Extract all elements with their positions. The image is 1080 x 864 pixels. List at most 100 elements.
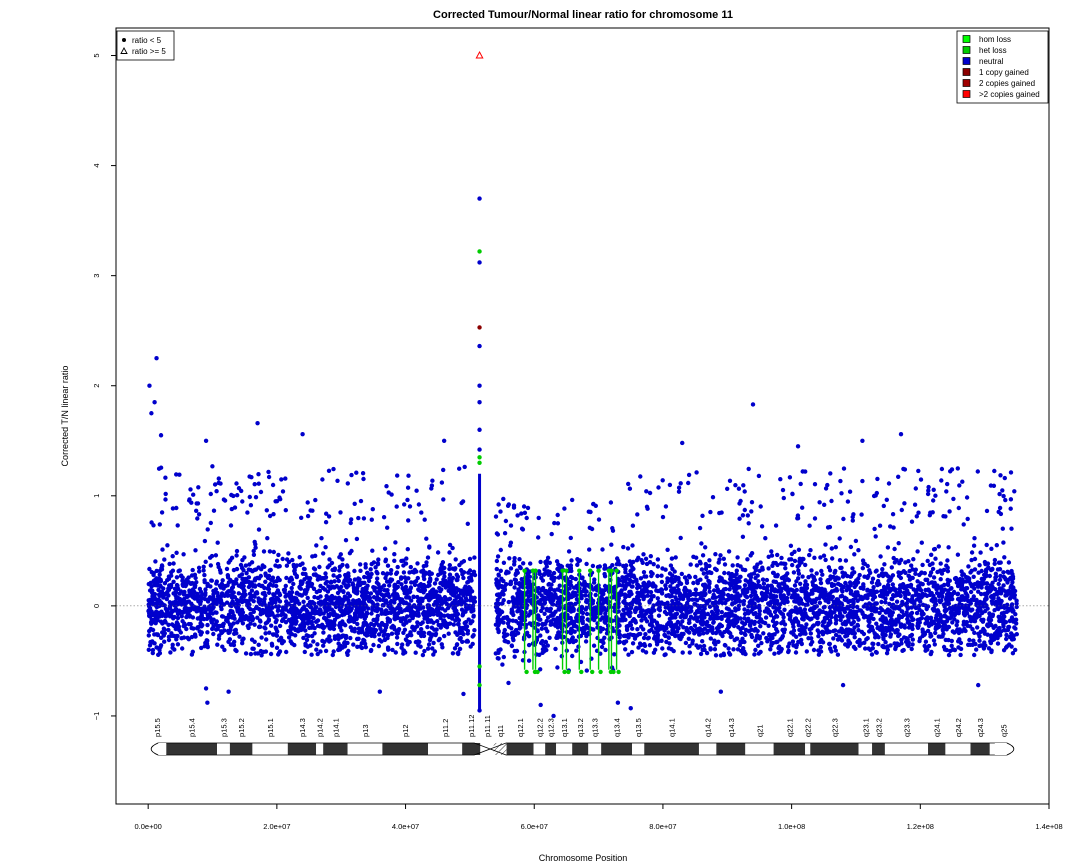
point-8	[477, 427, 482, 432]
ideogram-p-cap	[150, 742, 159, 756]
point-22	[441, 438, 447, 443]
ideogram-band-q11	[493, 742, 507, 755]
y-tick-label: 3	[92, 274, 101, 278]
ideogram-band-q13.3	[588, 742, 602, 755]
legend-dot-icon	[122, 38, 126, 42]
legend-swatch	[962, 68, 971, 76]
point-6	[477, 383, 482, 388]
point-10	[477, 455, 482, 460]
ideogram-band-label: p14.3	[298, 718, 307, 737]
het-loss-point-4	[564, 568, 569, 573]
point-16	[147, 383, 152, 388]
legend-swatch	[962, 57, 971, 65]
point-29	[203, 686, 209, 691]
ideogram-band-p14.1	[323, 742, 348, 755]
highlighted-points	[147, 50, 981, 719]
het-loss-point-low-6	[590, 669, 595, 675]
ideogram-band-q13.1	[556, 742, 573, 755]
ideogram-band-label: q22.1	[785, 718, 794, 737]
ideogram-band-label: q12.2	[535, 718, 544, 737]
point-30	[205, 700, 210, 705]
y-tick-label: −1	[92, 712, 101, 721]
ideogram-band-label: q13.5	[634, 718, 643, 737]
ideogram-band-label: q23.3	[902, 718, 911, 737]
ideogram-band-label: q13.3	[591, 718, 600, 737]
ideogram-band-q14.2	[698, 742, 717, 755]
legend-swatch	[962, 90, 971, 98]
het-loss-point-low-2	[535, 669, 540, 675]
x-tick-label: 8.0e+07	[649, 822, 676, 831]
het-loss-point-9	[609, 568, 614, 573]
x-axis: 0.0e+00 2.0e+07 4.0e+07 6.0e+07 8.0e+07 1.0e+…	[135, 803, 1063, 831]
point-12	[477, 664, 482, 669]
ideogram-band-p11.12	[462, 742, 481, 755]
x-tick-label: 1.4e+08	[1035, 822, 1062, 831]
point-37	[615, 700, 621, 705]
point-20	[255, 420, 260, 426]
ideogram-band-label: q14.2	[704, 718, 713, 737]
data-points-neutral-2	[619, 526, 1019, 658]
ideogram-band-label: q22.2	[804, 718, 813, 737]
point-2	[477, 249, 482, 254]
ideogram-band-q22.2	[805, 742, 811, 755]
ideogram-band-label: p13	[361, 724, 370, 737]
ideogram-band-label: p15.5	[153, 718, 162, 737]
ideogram-band-q24.3	[970, 742, 990, 755]
ideogram-band-label: p11.12	[467, 715, 476, 737]
data-points-neutral-0	[146, 525, 478, 658]
x-tick-label: 1.0e+08	[778, 822, 805, 831]
ideogram-band-label: q21	[755, 724, 764, 737]
y-tick-label: 4	[92, 164, 101, 168]
ideogram-band-label: q13.1	[560, 718, 569, 737]
point-cloud-neutral	[146, 464, 478, 658]
point-34	[506, 680, 511, 686]
ideogram-band-q23.2	[872, 742, 885, 755]
ideogram-band-label: q23.2	[874, 718, 883, 737]
point-5	[477, 343, 482, 349]
ideogram-band-p14.2	[316, 742, 324, 755]
legend-status-label: >2 copies gained	[979, 90, 1040, 99]
ideogram-band-label: q25	[999, 724, 1008, 737]
ideogram-band-label: p15.1	[266, 718, 275, 737]
ideogram-band-label: p12	[401, 724, 410, 737]
x-tick-label: 2.0e+07	[263, 822, 290, 831]
het-loss-point-6	[588, 568, 593, 573]
ideogram-band-p15.1	[252, 742, 288, 755]
point-9	[477, 447, 482, 452]
ideogram-band-q23.3	[884, 742, 929, 755]
ideogram-band-label: q24.1	[933, 718, 942, 737]
het-loss-point-2	[533, 568, 538, 573]
ideogram-band-q13.2	[572, 742, 589, 755]
point-11	[477, 460, 482, 465]
plot-frame	[115, 27, 1050, 805]
ideogram-band-label: p15.4	[188, 718, 197, 737]
legend-shape-label: ratio >= 5	[132, 47, 166, 56]
ideogram-band-label: q22.3	[830, 718, 839, 737]
ideogram-band-p12	[382, 742, 429, 755]
point-27	[860, 438, 865, 443]
point-26	[795, 444, 801, 449]
het-loss-point-low-9	[611, 669, 616, 675]
outlier-points-neutral-1	[493, 496, 616, 554]
ideogram-band-label: p14.2	[316, 718, 325, 737]
legend-shape: ratio < 5 ratio >= 5	[116, 30, 175, 61]
ideogram-band-label: q13.4	[613, 718, 622, 737]
legend-status-label: hom loss	[979, 35, 1011, 44]
legend-triangle-icon	[120, 47, 128, 54]
ideogram-q-terminus	[994, 742, 1014, 755]
het-loss-point-low-0	[524, 669, 529, 675]
x-tick-label: 1.2e+08	[907, 822, 934, 831]
chart-title: Corrected Tumour/Normal linear ratio for…	[433, 9, 733, 21]
ideogram-band-q13.5	[632, 742, 645, 755]
point-35	[538, 702, 543, 708]
ideogram-band-label: q24.2	[954, 718, 963, 737]
ideogram-band-q24.2	[945, 742, 971, 755]
ideogram-band-q21	[745, 742, 774, 755]
het-loss-point-low-10	[616, 669, 621, 675]
ideogram-q-cap	[1006, 742, 1015, 756]
point-18	[149, 411, 154, 416]
point-32	[377, 689, 383, 694]
point-25	[680, 440, 685, 446]
ideogram-band-label: p11.2	[441, 719, 450, 737]
legend-status: hom loss het loss neutral 1 copy gained 2 co…	[956, 30, 1049, 104]
